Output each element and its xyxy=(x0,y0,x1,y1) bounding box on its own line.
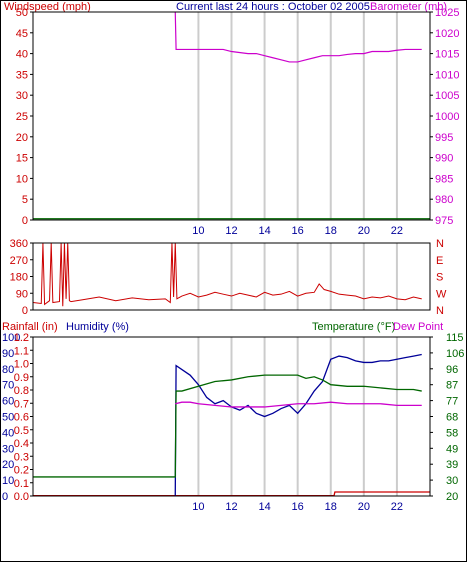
tick-layer: 0510152025303540455097598098599099510001… xyxy=(2,7,464,513)
wind-direction-series-line xyxy=(32,242,422,307)
compass-tick-label: E xyxy=(436,255,443,267)
windspeed-tick-label: 30 xyxy=(16,90,28,102)
rainfall-tick-label: 1.1 xyxy=(14,345,29,357)
wind-direction-tick-label: 270 xyxy=(10,255,28,267)
compass-tick-label: N xyxy=(436,238,444,250)
hour-tick-label-bottom: 10 xyxy=(192,501,204,513)
humidity-tick-label: 10 xyxy=(2,475,14,487)
humidity-series-line xyxy=(174,353,422,497)
humidity-tick-label: 0 xyxy=(2,491,8,503)
barometer-tick-label: 980 xyxy=(435,194,453,206)
barometer-tick-label: 975 xyxy=(435,215,453,227)
barometer-tick-label: 1025 xyxy=(435,7,459,19)
rainfall-tick-label: 0.8 xyxy=(14,385,29,397)
rainfall-tick-label: 0.5 xyxy=(14,425,29,437)
hour-tick-label-bottom: 12 xyxy=(225,501,237,513)
rainfall-axis-label: Rainfall (in) xyxy=(2,321,58,333)
temperature-tick-label: 68 xyxy=(446,412,458,424)
windspeed-tick-label: 40 xyxy=(16,49,28,61)
rainfall-tick-label: 1.0 xyxy=(14,359,29,371)
temperature-tick-label: 39 xyxy=(446,459,458,471)
chart-title: Current last 24 hours : October 02 2005 xyxy=(176,1,370,13)
hour-tick-label-bottom: 18 xyxy=(325,501,337,513)
windspeed-tick-label: 20 xyxy=(16,132,28,144)
temperature-tick-label: 96 xyxy=(446,364,458,376)
temperature-tick-label: 20 xyxy=(446,491,458,503)
hour-tick-label-top: 14 xyxy=(258,225,270,237)
humidity-tick-label: 30 xyxy=(2,443,14,455)
humidity-tick-label: 100 xyxy=(2,332,20,344)
hour-tick-label-bottom: 16 xyxy=(292,501,304,513)
temperature-tick-label: 115 xyxy=(446,332,464,344)
rainfall-tick-label: 0.9 xyxy=(14,372,29,384)
humidity-tick-label: 20 xyxy=(2,459,14,471)
hour-tick-label-top: 22 xyxy=(391,225,403,237)
humidity-tick-label: 70 xyxy=(2,380,14,392)
barometer-tick-label: 1005 xyxy=(435,90,459,102)
rainfall-tick-label: 0.1 xyxy=(14,478,29,490)
rainfall-tick-label: 1.2 xyxy=(14,332,29,344)
humidity-tick-label: 80 xyxy=(2,364,14,376)
windspeed-tick-label: 0 xyxy=(22,215,28,227)
rainfall-tick-label: 0.2 xyxy=(14,465,29,477)
temperature-axis-label: Temperature (°F) xyxy=(312,321,395,333)
barometer-tick-label: 1000 xyxy=(435,111,459,123)
windspeed-tick-label: 25 xyxy=(16,111,28,123)
barometer-tick-label: 1020 xyxy=(435,28,459,40)
barometer-tick-label: 995 xyxy=(435,132,453,144)
wind-direction-tick-label: 180 xyxy=(10,272,28,284)
windspeed-tick-label: 45 xyxy=(16,28,28,40)
temperature-tick-label: 49 xyxy=(446,443,458,455)
temperature-tick-label: 77 xyxy=(446,396,458,408)
windspeed-axis-label: Windspeed (mph) xyxy=(4,1,91,13)
rainfall-tick-label: 0.3 xyxy=(14,451,29,463)
temperature-tick-label: 106 xyxy=(446,348,464,360)
rainfall-tick-label: 0.6 xyxy=(14,412,29,424)
hour-tick-label-top: 18 xyxy=(325,225,337,237)
wind-direction-tick-label: 90 xyxy=(16,288,28,300)
baro-series-line xyxy=(174,11,422,63)
barometer-tick-label: 990 xyxy=(435,153,453,165)
rainfall-tick-label: 0.0 xyxy=(14,491,29,503)
hour-tick-label-bottom: 22 xyxy=(391,501,403,513)
barometer-axis-label: Barometer (mb) xyxy=(370,1,447,13)
compass-tick-label: N xyxy=(436,305,444,317)
wind-direction-tick-label: 0 xyxy=(22,305,28,317)
humidity-tick-label: 90 xyxy=(2,348,14,360)
rainfall-tick-label: 0.4 xyxy=(14,438,29,450)
windspeed-tick-label: 5 xyxy=(22,194,28,206)
hour-tick-label-top: 20 xyxy=(358,225,370,237)
humidity-axis-label: Humidity (%) xyxy=(66,321,129,333)
barometer-tick-label: 985 xyxy=(435,173,453,185)
grid-layer xyxy=(197,12,398,496)
barometer-tick-label: 1010 xyxy=(435,69,459,81)
wind-direction-tick-label: 360 xyxy=(10,238,28,250)
temperature-tick-label: 58 xyxy=(446,427,458,439)
temperature-tick-label: 87 xyxy=(446,380,458,392)
hour-tick-label-top: 10 xyxy=(192,225,204,237)
humidity-tick-label: 60 xyxy=(2,396,14,408)
temperature-tick-label: 30 xyxy=(446,475,458,487)
hour-tick-label-top: 12 xyxy=(225,225,237,237)
humidity-tick-label: 40 xyxy=(2,427,14,439)
windspeed-tick-label: 35 xyxy=(16,69,28,81)
compass-tick-label: W xyxy=(436,288,447,300)
hour-tick-label-top: 16 xyxy=(292,225,304,237)
windspeed-tick-label: 10 xyxy=(16,173,28,185)
windspeed-tick-label: 15 xyxy=(16,153,28,165)
hour-tick-label-bottom: 14 xyxy=(258,501,270,513)
humidity-tick-label: 50 xyxy=(2,412,14,424)
hour-tick-label-bottom: 20 xyxy=(358,501,370,513)
rainfall-tick-label: 0.7 xyxy=(14,398,29,410)
windspeed-tick-label: 50 xyxy=(16,7,28,19)
compass-tick-label: S xyxy=(436,272,443,284)
dew-point-axis-label: Dew Point xyxy=(393,321,443,333)
temperature-series-line xyxy=(33,374,422,478)
dew-point-series-line xyxy=(175,401,422,408)
barometer-tick-label: 1015 xyxy=(435,49,459,61)
